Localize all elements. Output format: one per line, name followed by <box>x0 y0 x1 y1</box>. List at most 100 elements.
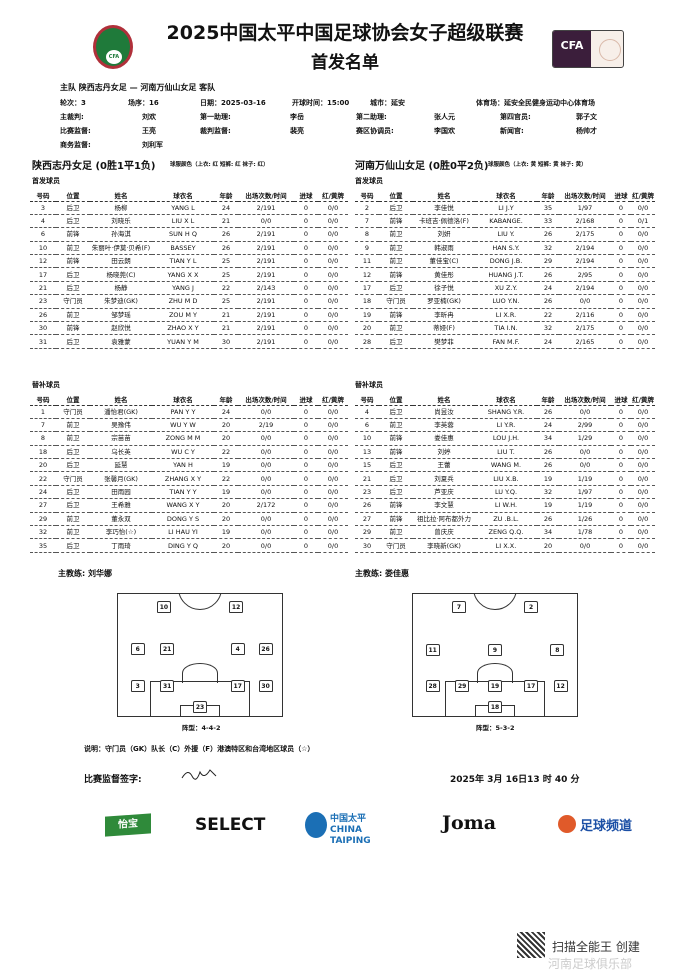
cards: 0/0 <box>631 405 655 419</box>
appearances: 2/191 <box>238 227 294 242</box>
appearances: 2/191 <box>238 308 294 323</box>
column-header: 红/黄牌 <box>318 394 348 406</box>
home-kit-colors: 球服颜色（上衣: 红 短裤: 红 袜子: 红） <box>170 162 269 168</box>
table-row: 7 前锋 卡班吉·佩德洛(F) KABANGE. 33 2/168 0 0/1 <box>355 214 655 229</box>
city: 城市：延安 <box>370 99 405 107</box>
signed-time: 2025年 3月 16日13 时 40 分 <box>450 775 580 785</box>
age: 24 <box>537 281 559 296</box>
football-channel-emblem <box>558 815 576 833</box>
player-name: 刘婷 <box>413 445 475 460</box>
appearances: 1/26 <box>559 512 611 527</box>
position: 后卫 <box>379 458 413 473</box>
sponsor-select-logo: SELECT <box>195 815 266 835</box>
column-header: 球衣名 <box>152 394 214 406</box>
home-coach: 主教练: 刘华娜 <box>58 569 112 578</box>
position: 后卫 <box>56 267 90 282</box>
goals: 0 <box>294 308 318 323</box>
cards: 0/0 <box>318 214 348 229</box>
player-name: 董佳宝(C) <box>413 254 475 269</box>
cards: 0/0 <box>631 321 655 336</box>
table-row: 10 前卫 朱丽叶·伊莫·贝希(F) BASSEY 26 2/191 0 0/0 <box>30 241 348 256</box>
player-number: 19 <box>355 308 379 323</box>
player-name: 杨柳 <box>90 201 152 215</box>
appearances: 1/19 <box>559 498 611 513</box>
table-row: 31 后卫 袁雅蒙 YUAN Y M 30 2/191 0 0/0 <box>30 334 348 349</box>
goals: 0 <box>611 445 631 460</box>
table-row: 30 前锋 赵欣悦 ZHAO X Y 21 2/191 0 0/0 <box>30 321 348 336</box>
cards: 0/0 <box>318 485 348 500</box>
cards: 0/0 <box>318 227 348 242</box>
home-starters-label: 首发球员 <box>32 177 60 185</box>
position: 前卫 <box>379 254 413 269</box>
sponsor-football-channel-logo: 足球频道 <box>580 819 633 834</box>
age: 33 <box>537 214 559 229</box>
official-label: 比赛监督: <box>60 127 91 135</box>
position: 前锋 <box>379 445 413 460</box>
away-coach: 主教练: 娄佳惠 <box>355 569 409 578</box>
official-label: 商务监督: <box>60 141 91 149</box>
position: 前锋 <box>56 227 90 242</box>
away-subs-table: 号码 位置 姓名 球衣名 年龄 出场次数/时间 进球 红/黄牌 4 后卫 尚昱汝 SHANG Y.R.… <box>355 394 655 553</box>
player-name: 刘妍 <box>413 227 475 242</box>
age: 24 <box>537 334 559 349</box>
appearances: 0/0 <box>238 445 294 460</box>
home-formation-pitch: 10 12 6 21 4 26 3 31 17 30 23 <box>117 593 283 717</box>
cards: 0/0 <box>318 334 348 349</box>
goals: 0 <box>294 201 318 215</box>
column-header: 红/黄牌 <box>631 394 655 406</box>
player-number: 18 <box>355 294 379 309</box>
goals: 0 <box>294 498 318 513</box>
player-name: 李佳悦 <box>413 201 475 215</box>
table-header: 号码 位置 姓名 球衣名 年龄 出场次数/时间 进球 红/黄牌 <box>355 394 655 406</box>
age: 32 <box>537 321 559 336</box>
jersey-icon: 30 <box>258 679 273 692</box>
age: 19 <box>214 525 238 540</box>
position: 守门员 <box>379 538 413 553</box>
player-number: 10 <box>355 431 379 446</box>
home-starters-table: 号码 位置 姓名 球衣名 年龄 出场次数/时间 进球 红/黄牌 3 后卫 杨柳 YANG L 24 2/1… <box>30 190 348 349</box>
signature <box>181 769 217 780</box>
age: 24 <box>214 405 238 419</box>
cards: 0/0 <box>318 525 348 540</box>
shirt-name: YANG J <box>152 281 214 296</box>
player-name: 田雨园 <box>90 485 152 500</box>
table-row: 17 后卫 徐子悦 XU Z.Y. 24 2/194 0 0/0 <box>355 281 655 296</box>
age: 26 <box>214 227 238 242</box>
shirt-name: TIAN Y Y <box>152 485 214 500</box>
player-number: 1 <box>30 405 56 419</box>
position: 前锋 <box>379 308 413 323</box>
table-row: 7 前卫 吴豫伟 WU Y W 20 2/19 0 0/0 <box>30 418 348 433</box>
match-number: 场序：16 <box>128 99 159 107</box>
goals: 0 <box>294 471 318 486</box>
cards: 0/0 <box>318 512 348 527</box>
official-name: 李岳 <box>290 113 304 121</box>
player-name: 刘晓乐 <box>90 214 152 229</box>
official-name: 郭子文 <box>576 113 597 121</box>
column-header: 进球 <box>611 394 631 406</box>
player-number: 21 <box>355 471 379 486</box>
player-name: 宗苗苗 <box>90 431 152 446</box>
player-number: 28 <box>355 334 379 349</box>
position: 后卫 <box>56 498 90 513</box>
column-header: 位置 <box>56 190 90 202</box>
table-row: 17 后卫 杨晓莞(C) YANG X X 25 2/191 0 0/0 <box>30 267 348 282</box>
position: 守门员 <box>56 405 90 419</box>
shirt-name: LI X.X. <box>475 538 537 553</box>
qr-code <box>517 932 545 958</box>
table-row: 19 前锋 李昕冉 LI X.R. 22 2/116 0 0/0 <box>355 308 655 323</box>
goals: 0 <box>611 214 631 229</box>
player-number: 24 <box>30 485 56 500</box>
cards: 0/0 <box>631 241 655 256</box>
table-row: 26 前锋 李文慧 LI W.H. 19 1/19 0 0/0 <box>355 498 655 513</box>
table-row: 6 前卫 李英蓉 LI Y.R. 24 2/99 0 0/0 <box>355 418 655 433</box>
scanner-credit: 扫描全能王 创建 <box>552 940 640 954</box>
official-label: 第二助理: <box>356 113 387 121</box>
sponsor-cbest-logo: 怡宝 <box>105 813 151 837</box>
player-name: 董永双 <box>90 512 152 527</box>
jersey-icon: 4 <box>230 642 245 655</box>
shirt-name: WANG X Y <box>152 498 214 513</box>
position: 前锋 <box>379 512 413 527</box>
age: 22 <box>537 308 559 323</box>
position: 前卫 <box>56 512 90 527</box>
player-number: 15 <box>355 458 379 473</box>
